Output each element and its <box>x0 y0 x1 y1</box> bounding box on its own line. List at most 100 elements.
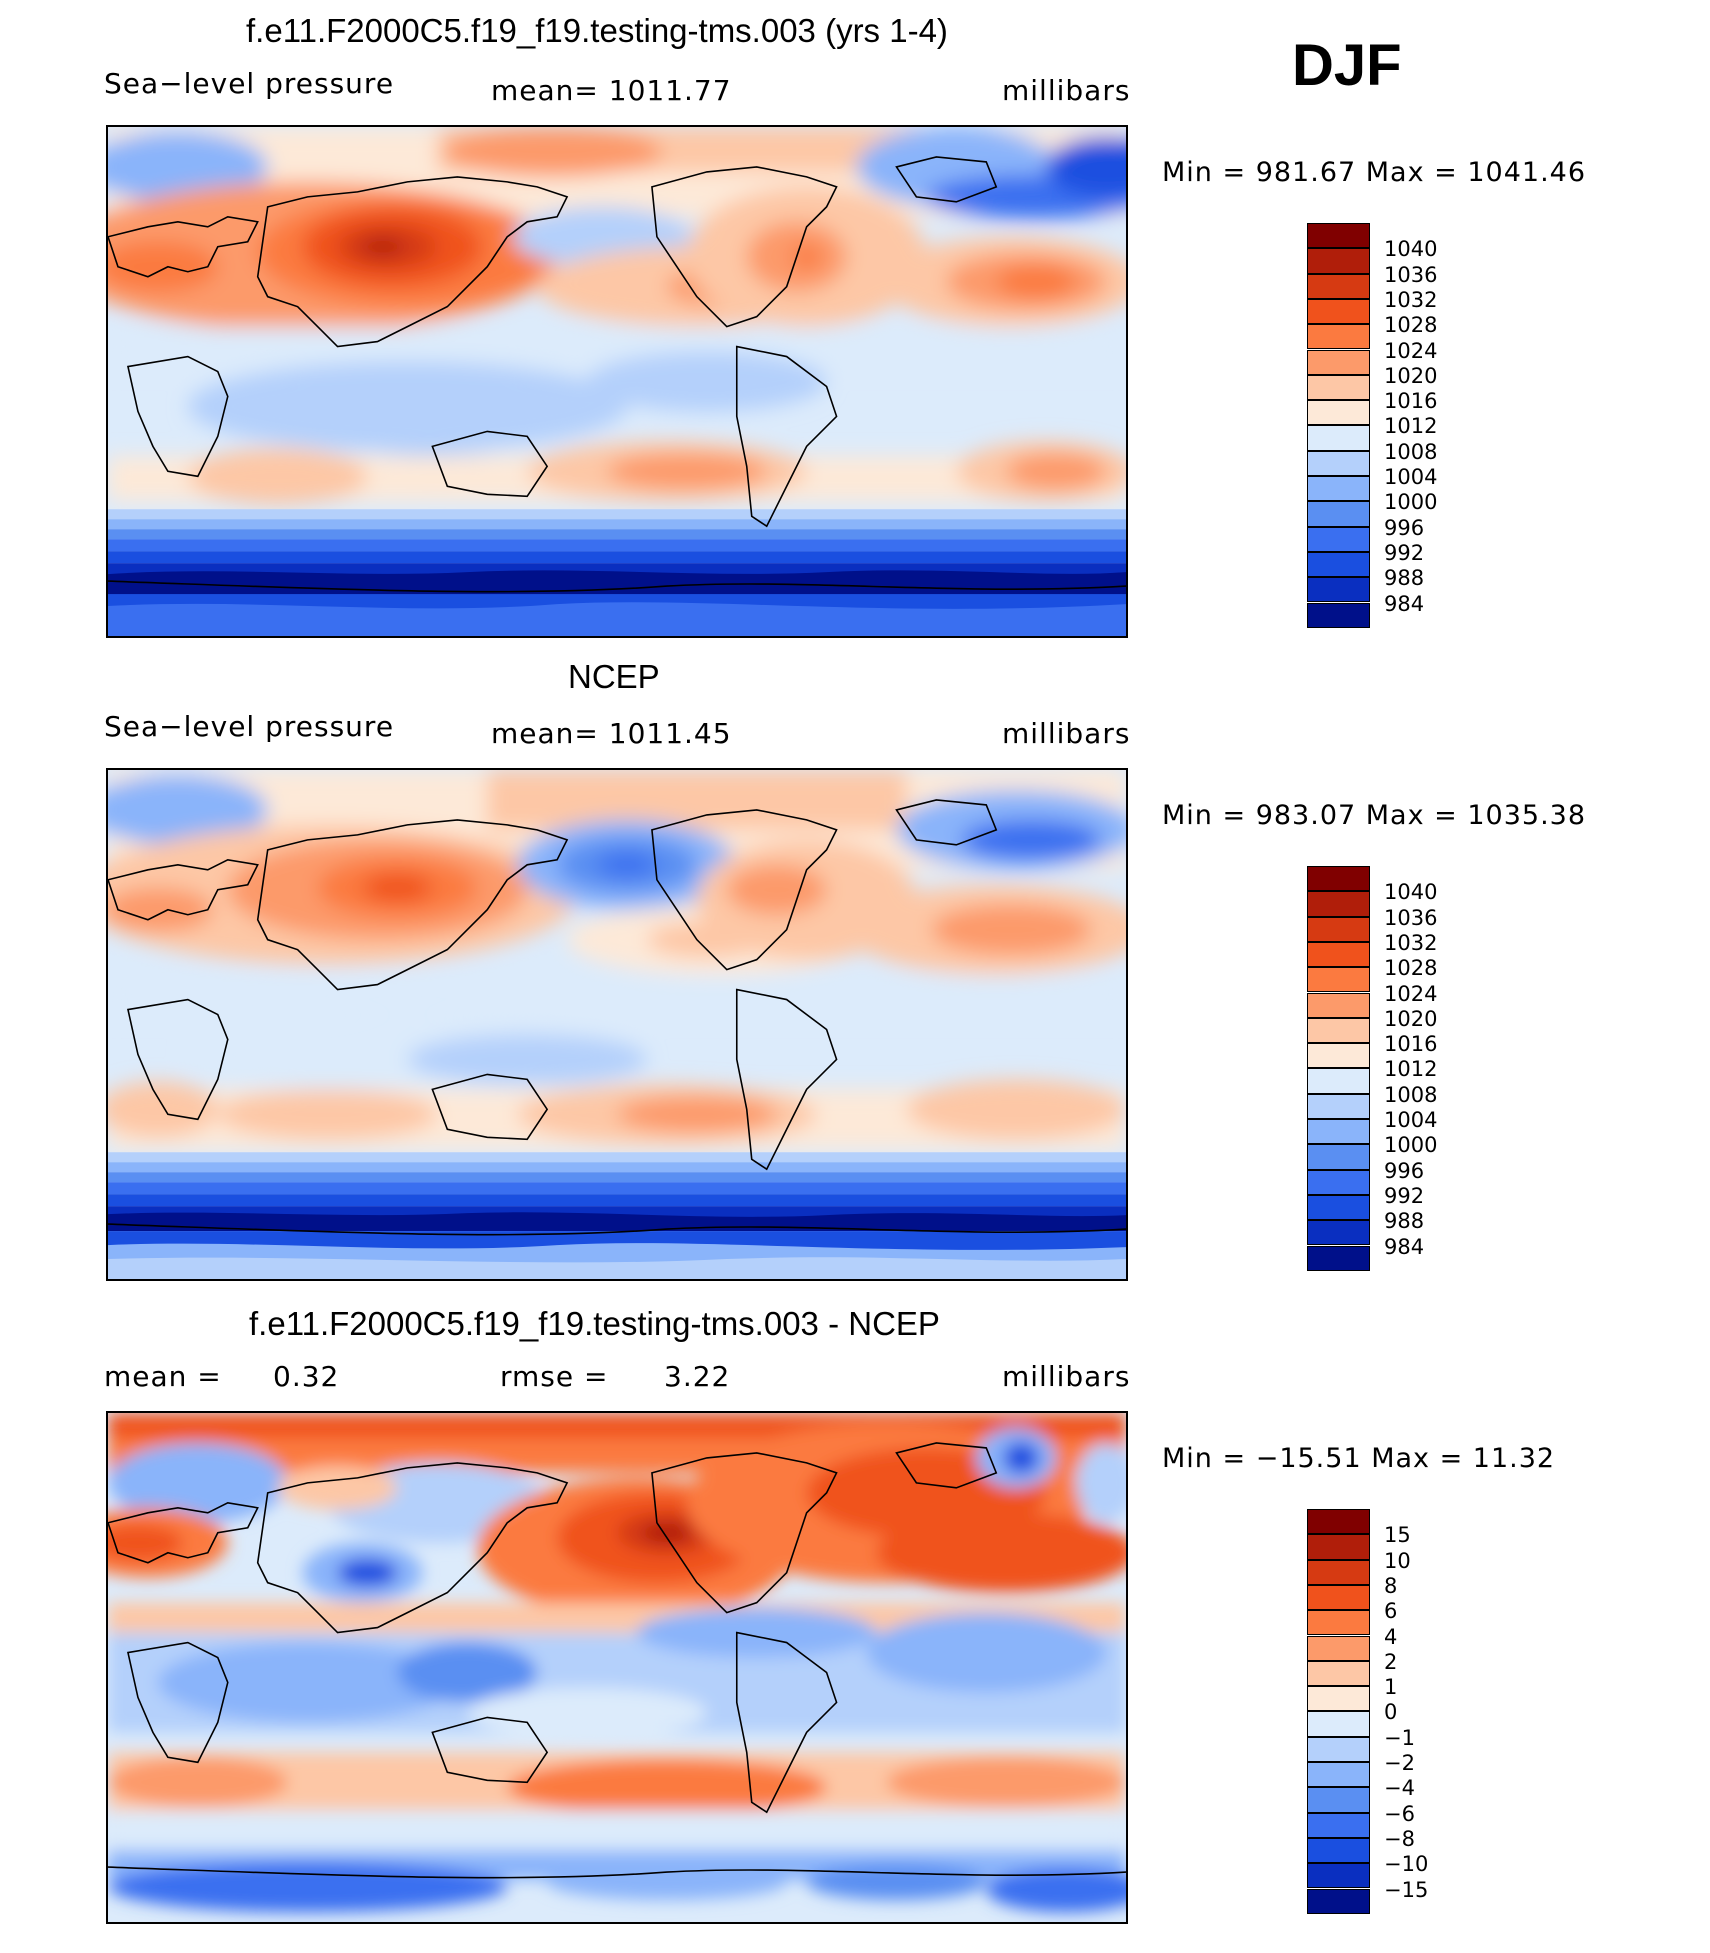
colorbar-swatch <box>1307 1584 1370 1611</box>
colorbar-swatch <box>1307 891 1370 917</box>
colorbar-swatch <box>1307 501 1370 527</box>
panel-diff-title: f.e11.F2000C5.f19_f19.testing-tms.003 - … <box>249 1305 940 1342</box>
colorbar-label: 1036 <box>1384 905 1438 930</box>
colorbar-swatch <box>1307 1711 1370 1737</box>
colorbar-label: 1032 <box>1384 287 1438 312</box>
panel-diff-rmse-label: rmse = <box>500 1360 609 1393</box>
colorbar-swatch <box>1307 1635 1370 1661</box>
panel-diff-mean-label: mean = <box>104 1360 222 1393</box>
colorbar-label: 10 <box>1384 1548 1411 1573</box>
colorbar-swatch <box>1307 450 1370 476</box>
colorbar-swatch <box>1307 866 1370 892</box>
colorbar-label: 2 <box>1384 1649 1398 1674</box>
colorbar-swatch <box>1307 941 1370 968</box>
colorbar-label: 1008 <box>1384 1082 1438 1107</box>
panel-model-units: millibars <box>1002 74 1131 107</box>
colorbar-label: 992 <box>1384 540 1425 565</box>
colorbar-swatch <box>1307 551 1370 578</box>
colorbar-label: 1024 <box>1384 338 1438 363</box>
colorbar-swatch <box>1307 374 1370 401</box>
colorbar-swatch <box>1307 476 1370 502</box>
colorbar-swatch <box>1307 1169 1370 1195</box>
colorbar-label: 15 <box>1384 1523 1411 1548</box>
colorbar-swatch <box>1307 1509 1370 1535</box>
colorbar-swatch <box>1307 916 1370 942</box>
colorbar-label: 1000 <box>1384 1133 1438 1158</box>
colorbar-swatch <box>1307 1888 1370 1914</box>
colorbar-swatch <box>1307 1686 1370 1712</box>
colorbar-label: −10 <box>1384 1852 1429 1877</box>
colorbar-swatch <box>1307 273 1370 299</box>
colorbar-label: −15 <box>1384 1877 1429 1902</box>
colorbar-swatch <box>1307 1863 1370 1889</box>
colorbar-swatch <box>1307 1812 1370 1838</box>
colorbar-label: 984 <box>1384 591 1425 616</box>
colorbar-swatch <box>1307 1093 1370 1119</box>
colorbar-swatch <box>1307 1559 1370 1585</box>
colorbar-label: 1008 <box>1384 439 1438 464</box>
colorbar-label: 1004 <box>1384 465 1438 489</box>
colorbar-swatch <box>1307 223 1370 249</box>
colorbar-swatch <box>1307 425 1370 451</box>
colorbar-label: 6 <box>1384 1599 1398 1624</box>
colorbar-swatch <box>1307 1043 1370 1069</box>
colorbar-label: 1032 <box>1384 930 1438 955</box>
colorbar-swatch <box>1307 1144 1370 1170</box>
colorbar-label: 1016 <box>1384 389 1438 414</box>
colorbar-swatch <box>1307 1534 1370 1560</box>
colorbar-swatch <box>1307 526 1370 552</box>
colorbar-label: 1012 <box>1384 414 1438 439</box>
colorbar-label: 992 <box>1384 1183 1425 1208</box>
colorbar-swatch <box>1307 349 1370 375</box>
colorbar-label: 988 <box>1384 566 1425 591</box>
colorbar-swatch <box>1307 967 1370 993</box>
colorbar-swatch <box>1307 1787 1370 1813</box>
colorbar-label: −2 <box>1384 1751 1415 1775</box>
colorbar-swatch <box>1307 1762 1370 1788</box>
panel-diff-units: millibars <box>1002 1360 1131 1393</box>
colorbar-swatch <box>1307 1736 1370 1762</box>
colorbar-swatch <box>1307 400 1370 426</box>
colorbar-swatch <box>1307 1068 1370 1094</box>
colorbar-label: −4 <box>1384 1776 1415 1801</box>
panel-model-variable-label: Sea−level pressure <box>104 67 395 100</box>
colorbar-label: 996 <box>1384 1158 1425 1183</box>
colorbar-label: 1020 <box>1384 1006 1438 1031</box>
panel-diff-map <box>106 1411 1128 1924</box>
panel-model-minmax: Min = 981.67 Max = 1041.46 <box>1162 157 1587 188</box>
colorbar-label: 1 <box>1384 1675 1398 1700</box>
colorbar-label: 1024 <box>1384 981 1438 1006</box>
colorbar-swatch <box>1307 1194 1370 1221</box>
colorbar-swatch <box>1307 1220 1370 1246</box>
season-label: DJF <box>1292 33 1402 98</box>
colorbar-label: 1012 <box>1384 1057 1438 1082</box>
colorbar-label: −1 <box>1384 1725 1415 1750</box>
colorbar-label: 1040 <box>1384 237 1438 262</box>
colorbar-swatch <box>1307 1017 1370 1044</box>
colorbar-label: 1004 <box>1384 1108 1438 1132</box>
panel-obs-title: NCEP <box>568 658 660 695</box>
colorbar-swatch <box>1307 1837 1370 1864</box>
panel-diff-rmse-value: 3.22 <box>664 1360 731 1393</box>
panel-obs-map <box>106 768 1128 1281</box>
colorbar-label: 1020 <box>1384 363 1438 388</box>
colorbar-swatch <box>1307 248 1370 274</box>
colorbar-label: 988 <box>1384 1209 1425 1234</box>
colorbar-label: 8 <box>1384 1573 1398 1598</box>
colorbar-label: −6 <box>1384 1801 1415 1826</box>
colorbar-swatch <box>1307 1245 1370 1271</box>
colorbar-swatch <box>1307 324 1370 350</box>
colorbar-swatch <box>1307 577 1370 603</box>
colorbar-swatch <box>1307 1660 1370 1687</box>
colorbar-swatch <box>1307 992 1370 1018</box>
colorbar-label: 1028 <box>1384 956 1438 981</box>
colorbar-label: 4 <box>1384 1624 1398 1649</box>
colorbar-swatch <box>1307 602 1370 628</box>
colorbar-label: 1040 <box>1384 880 1438 905</box>
panel-obs-variable-label: Sea−level pressure <box>104 710 395 743</box>
colorbar-label: 0 <box>1384 1700 1398 1725</box>
panel-obs-minmax: Min = 983.07 Max = 1035.38 <box>1162 800 1587 831</box>
colorbar-label: 1016 <box>1384 1032 1438 1057</box>
colorbar-swatch <box>1307 298 1370 325</box>
colorbar-swatch <box>1307 1610 1370 1636</box>
